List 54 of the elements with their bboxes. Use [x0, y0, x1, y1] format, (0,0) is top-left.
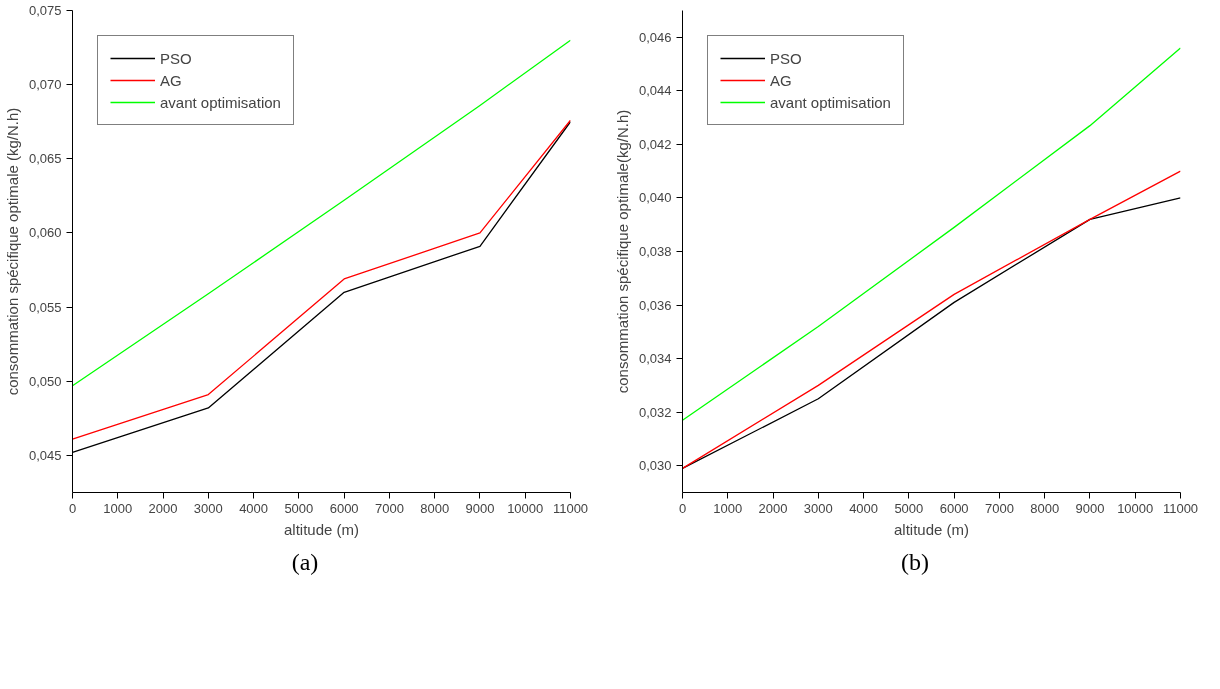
x-tick-label: 9000 — [465, 500, 495, 516]
x-tick-label: 0 — [678, 500, 687, 516]
y-tick-label: 0,055 — [28, 299, 62, 315]
text: (b) — [901, 548, 929, 577]
legend-label: avant optimisation — [770, 93, 891, 111]
x-tick-label: 6000 — [939, 500, 969, 516]
x-axis-title: altitude (m) — [893, 520, 970, 538]
x-tick-label: 11000 — [1162, 500, 1199, 516]
y-tick-label: 0,040 — [638, 190, 672, 206]
x-tick-label: 3000 — [193, 500, 223, 516]
y-tick-label: 0,046 — [638, 29, 672, 45]
y-axis-title: consommation spécifique optimale(kg/N.h) — [613, 109, 631, 394]
x-tick-label: 11000 — [552, 500, 589, 516]
y-tick-label: 0,044 — [638, 83, 672, 99]
y-tick-label: 0,060 — [28, 225, 62, 241]
x-tick-label: 4000 — [239, 500, 269, 516]
y-tick-label: 0,065 — [28, 151, 62, 167]
x-tick-label: 4000 — [849, 500, 879, 516]
legend-label: AG — [160, 71, 182, 89]
legend-label: PSO — [770, 49, 802, 67]
x-tick-label: 10000 — [507, 500, 544, 516]
y-tick-label: 0,030 — [638, 458, 672, 474]
y-tick-label: 0,032 — [638, 404, 672, 420]
x-tick-label: 5000 — [284, 500, 314, 516]
y-axis-title: consommation spécifique optimale (kg/N.h) — [3, 107, 21, 396]
y-tick-label: 0,036 — [638, 297, 672, 313]
x-axis-title: altitude (m) — [283, 520, 360, 538]
x-tick-label: 2000 — [758, 500, 788, 516]
y-tick-label: 0,034 — [638, 351, 672, 367]
y-tick-label: 0,075 — [28, 3, 62, 18]
y-tick-label: 0,050 — [28, 373, 62, 389]
y-tick-label: 0,042 — [638, 136, 672, 152]
legend-label: avant optimisation — [160, 93, 281, 111]
line-series — [682, 47, 1181, 421]
x-tick-label: 10000 — [1117, 500, 1154, 516]
y-tick-label: 0,038 — [638, 244, 672, 259]
x-tick-label: 1000 — [713, 500, 743, 516]
text: (a) — [291, 548, 319, 577]
legend-label: PSO — [160, 49, 192, 67]
x-tick-label: 8000 — [1030, 500, 1060, 516]
x-tick-label: 3000 — [803, 500, 833, 516]
x-tick-label: 1000 — [103, 500, 133, 516]
x-tick-label: 7000 — [984, 500, 1014, 516]
y-tick-label: 0,070 — [28, 77, 62, 93]
line-series — [72, 39, 571, 387]
x-tick-label: 6000 — [329, 500, 359, 516]
x-tick-label: 9000 — [1075, 500, 1105, 516]
legend-label: AG — [770, 71, 792, 89]
x-tick-label: 5000 — [894, 500, 924, 516]
x-tick-label: 2000 — [148, 500, 178, 516]
x-tick-label: 8000 — [420, 500, 450, 516]
x-tick-label: 0 — [68, 500, 77, 516]
y-tick-label: 0,045 — [28, 447, 62, 463]
x-tick-label: 7000 — [374, 500, 404, 516]
